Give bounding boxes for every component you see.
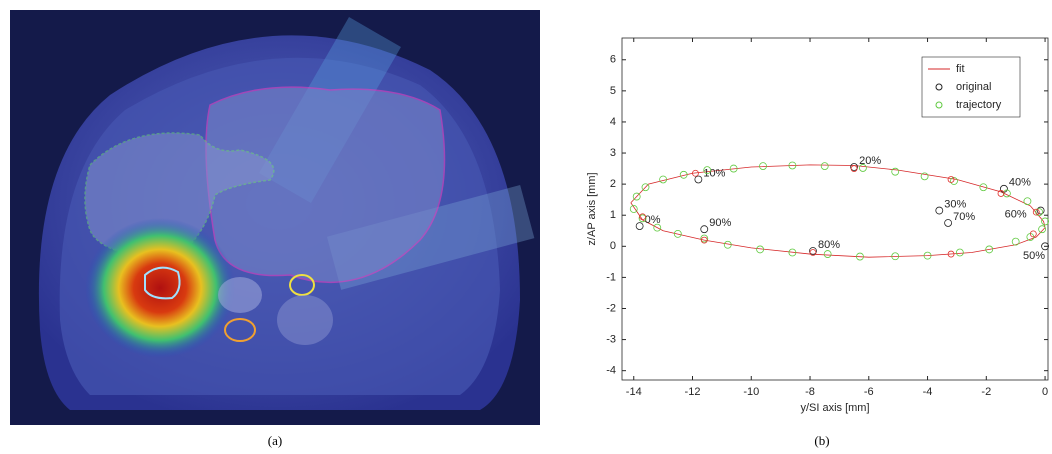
x-tick-label: -8: [805, 386, 815, 398]
marker: [809, 249, 817, 256]
marker: [694, 175, 703, 184]
y-tick-label: 3: [610, 147, 616, 159]
marker: [856, 252, 864, 261]
marker: [638, 214, 647, 223]
y-tick-label: 4: [610, 116, 616, 128]
legend-swatch: [935, 83, 943, 91]
x-tick-label: -6: [864, 386, 874, 398]
marker: [947, 176, 955, 183]
marker: [673, 229, 682, 238]
marker: [659, 175, 668, 184]
marker: [641, 183, 650, 192]
marker: [979, 183, 988, 192]
marker: [1011, 237, 1020, 246]
caption: (b): [814, 433, 829, 448]
marker: [859, 164, 867, 172]
legend-label: original: [956, 81, 991, 93]
marker: [823, 250, 832, 258]
marker: [1041, 217, 1049, 226]
marker: [950, 177, 958, 185]
legend-label: fit: [956, 63, 965, 75]
x-tick-label: -2: [981, 386, 991, 398]
y-tick-label: -2: [606, 302, 616, 314]
legend-box: [921, 56, 1021, 118]
marker: [1035, 208, 1044, 217]
marker: [891, 252, 900, 261]
marker: [679, 170, 688, 179]
marker: [955, 248, 964, 257]
point-label: 0%: [645, 214, 661, 226]
y-tick-label: 1: [610, 209, 616, 221]
marker: [635, 222, 644, 231]
point-label: 70%: [953, 211, 975, 223]
marker: [809, 247, 817, 255]
marker: [700, 225, 709, 234]
marker: [891, 167, 900, 176]
x-tick-label: -14: [626, 386, 642, 398]
marker: [703, 166, 712, 175]
y-tick-label: -3: [606, 333, 616, 345]
y-tick-label: 6: [610, 54, 616, 66]
point-label: 80%: [818, 239, 840, 251]
x-tick-label: 0: [1042, 386, 1048, 398]
legend-label: trajectory: [956, 99, 1002, 111]
y-tick-label: -1: [606, 271, 616, 283]
marker: [1032, 208, 1040, 216]
point-label: 40%: [1009, 177, 1031, 189]
marker: [1036, 206, 1045, 215]
marker: [729, 164, 738, 173]
marker: [629, 205, 638, 213]
y-tick-label: 5: [610, 85, 616, 97]
marker: [923, 251, 932, 260]
marker: [700, 236, 708, 244]
ct-image: [10, 10, 540, 425]
marker: [947, 250, 955, 258]
marker: [1041, 242, 1049, 251]
x-tick-label: -10: [743, 386, 759, 398]
x-tick-label: -12: [685, 386, 701, 398]
point-label: 90%: [709, 217, 731, 229]
marker: [820, 162, 829, 170]
y-tick-label: 2: [610, 178, 616, 190]
y-tick-label: 0: [610, 240, 616, 252]
y-axis-label: z/AP axis [mm]: [586, 172, 598, 245]
marker: [920, 172, 929, 181]
marker: [788, 161, 797, 170]
marker: [850, 165, 858, 172]
marker: [997, 190, 1005, 197]
marker: [653, 223, 662, 232]
marker: [632, 192, 641, 201]
point-label: 30%: [944, 198, 966, 210]
marker: [935, 206, 944, 215]
marker: [1002, 189, 1011, 198]
marker: [944, 219, 953, 227]
point-label: 60%: [1005, 208, 1027, 220]
x-tick-label: -4: [923, 386, 933, 398]
marker: [1029, 230, 1037, 238]
marker: [692, 169, 699, 177]
marker: [723, 240, 732, 249]
marker: [756, 245, 764, 254]
point-label: 50%: [1023, 250, 1045, 262]
marker: [1023, 197, 1032, 206]
marker: [788, 248, 797, 257]
point-label: 10%: [703, 167, 725, 179]
y-tick-label: -4: [606, 365, 616, 377]
legend-swatch: [935, 101, 943, 109]
marker: [759, 162, 767, 170]
marker: [639, 213, 646, 221]
marker: [1038, 225, 1047, 234]
caption: (a): [268, 433, 282, 448]
marker: [700, 234, 709, 243]
marker: [985, 245, 994, 254]
x-axis-label: y/SI axis [mm]: [800, 402, 869, 414]
marker: [850, 163, 858, 171]
point-label: 20%: [859, 155, 881, 167]
